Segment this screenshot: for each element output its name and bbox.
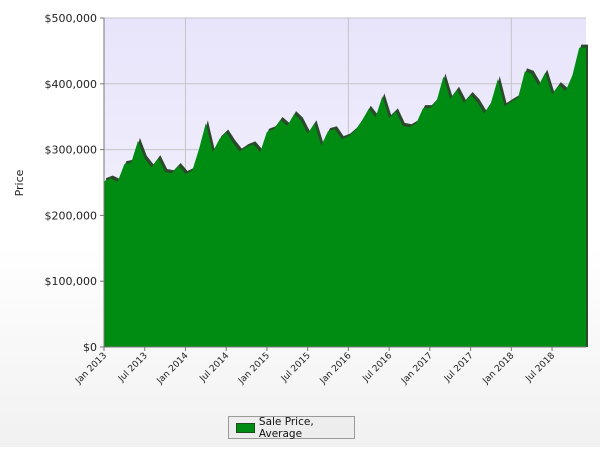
y-axis-title: Price [13, 169, 26, 196]
x-tick-label: Jan 2018 [481, 351, 517, 387]
y-tick-label: $300,000 [45, 144, 98, 157]
x-tick-label: Jul 2014 [198, 351, 232, 385]
x-tick-label: Jul 2017 [442, 351, 476, 385]
x-tick-label: Jul 2016 [361, 351, 395, 385]
y-tick-label: $100,000 [45, 275, 98, 288]
x-tick-label: Jul 2018 [524, 351, 558, 385]
x-tick-label: Jul 2015 [279, 351, 313, 385]
y-tick-label: $400,000 [45, 78, 98, 91]
y-tick-label: $200,000 [45, 209, 98, 222]
x-tick-label: Jul 2013 [116, 351, 150, 385]
x-tick-label: Jan 2014 [155, 351, 191, 387]
x-tick-label: Jan 2013 [73, 351, 109, 387]
x-tick-label: Jan 2017 [399, 351, 435, 387]
y-tick-label: $0 [83, 341, 97, 354]
legend-swatch [236, 422, 255, 433]
x-tick-label: Jan 2015 [236, 351, 272, 387]
y-tick-label: $500,000 [45, 12, 98, 25]
legend-label: Sale Price, Average [258, 415, 314, 440]
series-area [104, 47, 586, 348]
x-tick-label: Jan 2016 [318, 351, 354, 387]
chart-legend: Sale Price, Average [228, 415, 355, 440]
